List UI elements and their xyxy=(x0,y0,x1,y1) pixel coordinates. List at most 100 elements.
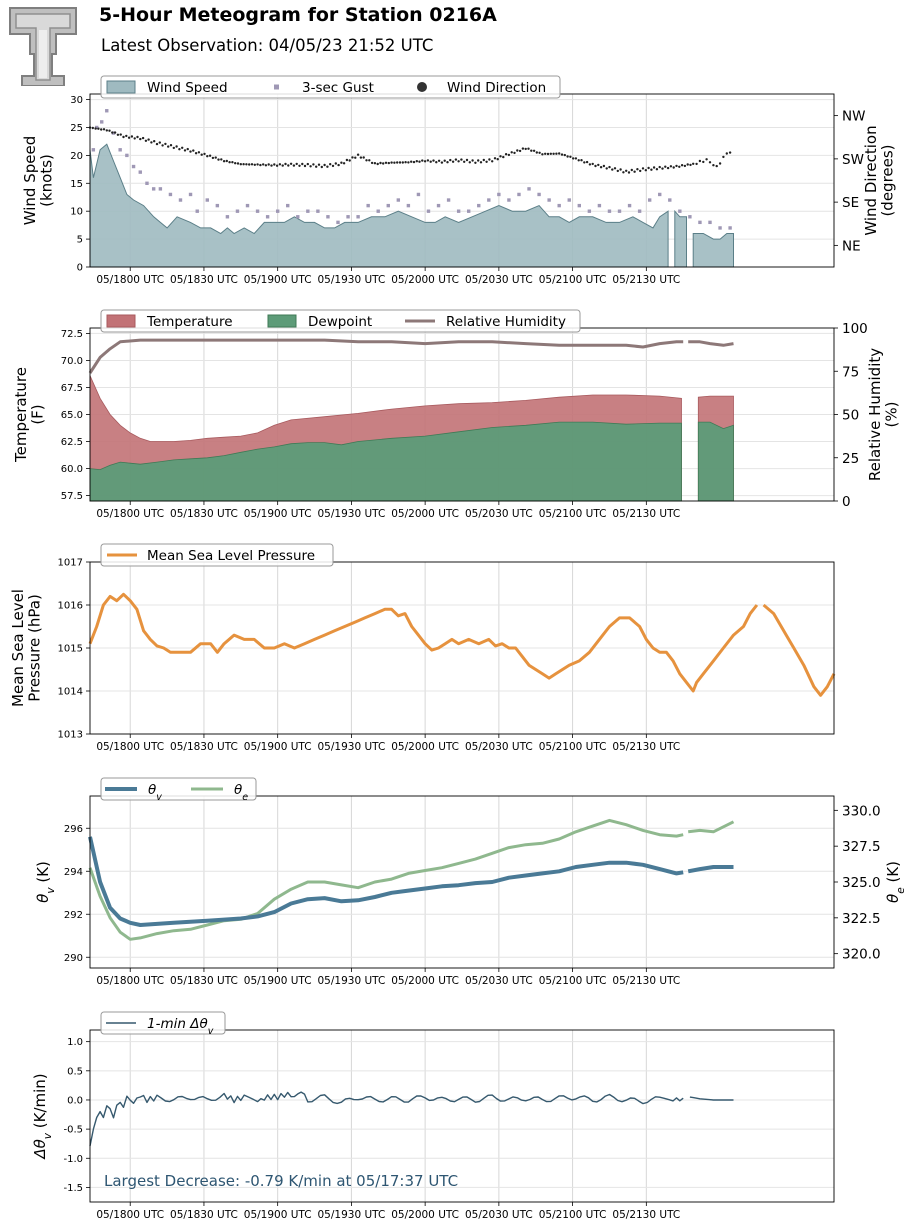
wind-direction-point xyxy=(572,157,575,160)
wind-direction-point xyxy=(546,152,550,156)
wind-direction-point xyxy=(273,163,276,166)
wind-direction-point xyxy=(471,159,474,162)
wind-direction-point xyxy=(222,160,226,163)
gust-point xyxy=(235,209,240,213)
wind-direction-point xyxy=(585,160,589,164)
gust-point xyxy=(178,198,183,202)
wind-direction-point xyxy=(446,161,449,164)
wind-direction-point xyxy=(379,161,382,165)
temperature-panel: 05/1800 UTC 05/1830 UTC 05/1900 UTC 05/1930… xyxy=(12,309,900,520)
wind-direction-point xyxy=(94,127,97,130)
wind-direction-point xyxy=(340,161,343,164)
wind-direction-point xyxy=(253,163,256,166)
wind-direction-point xyxy=(496,158,499,161)
axis-label: Mean Sea LevelPressure (hPa) xyxy=(9,589,44,707)
x-tick-label: 05/2030 UTC xyxy=(465,508,533,520)
gust-point xyxy=(296,215,300,219)
wind-direction-point xyxy=(231,161,234,164)
wind-direction-point xyxy=(622,171,625,174)
gust-point xyxy=(326,215,330,219)
gust-point xyxy=(587,209,592,213)
x-tick-label: 05/2030 UTC xyxy=(465,274,533,286)
gust-point xyxy=(396,198,401,202)
wind-direction-point xyxy=(334,162,337,165)
wind-direction-point xyxy=(666,166,670,170)
y-tick-label: 0.5 xyxy=(67,1066,83,1077)
gust-point xyxy=(265,215,270,219)
gust-point xyxy=(125,153,129,158)
wind-direction-point xyxy=(479,161,483,164)
gust-point xyxy=(698,220,702,225)
wind-direction-point xyxy=(423,160,427,163)
dtheta-panel: 05/1800 UTC 05/1830 UTC 05/1900 UTC 05/1930… xyxy=(31,1011,835,1221)
wind-direction-point xyxy=(178,148,181,151)
y-tick-label: 290 xyxy=(64,953,83,964)
wind-direction-point xyxy=(412,160,416,164)
gust-point xyxy=(111,131,116,135)
x-tick-label: 05/1900 UTC xyxy=(244,1209,312,1221)
y-tick-label: 30 xyxy=(70,95,83,106)
wind-direction-point xyxy=(639,169,642,173)
wind-direction-point xyxy=(616,169,619,173)
wind-direction-point xyxy=(421,159,424,162)
wind-direction-point xyxy=(161,144,164,147)
wind-direction-point xyxy=(262,163,265,166)
wind-direction-point xyxy=(295,162,298,166)
x-tick-label: 05/2000 UTC xyxy=(391,975,459,987)
wind-direction-point xyxy=(513,151,516,155)
wind-direction-point xyxy=(127,136,131,139)
y-tick-label: 0 xyxy=(77,263,83,274)
gust-point xyxy=(366,203,370,208)
wind-direction-point xyxy=(136,135,139,139)
axis-label: Wind Direction(degrees) xyxy=(862,125,897,235)
wind-direction-point xyxy=(342,162,346,165)
x-tick-label: 05/2130 UTC xyxy=(612,741,680,753)
wind-direction-point xyxy=(602,164,606,168)
pressure-line xyxy=(762,603,836,697)
wind-direction-point xyxy=(197,151,201,154)
theta-e-line xyxy=(688,820,735,834)
gust-point xyxy=(637,209,642,213)
wind-direction-point xyxy=(619,168,622,171)
wind-direction-point xyxy=(396,161,399,164)
wind-direction-point xyxy=(116,133,120,136)
wind-direction-point xyxy=(245,163,248,166)
gust-point xyxy=(145,181,149,185)
wind-direction-point xyxy=(432,159,435,162)
gust-point xyxy=(537,192,541,197)
x-tick-label: 05/2130 UTC xyxy=(612,1209,680,1221)
wind-direction-point xyxy=(460,158,463,161)
gust-point xyxy=(195,209,199,213)
gust-point xyxy=(426,209,431,213)
gust-point xyxy=(557,203,561,208)
wind-direction-point xyxy=(309,165,312,168)
wind-direction-point xyxy=(108,129,111,132)
wind-direction-point xyxy=(491,160,494,163)
wind-direction-point xyxy=(228,161,231,164)
gust-point xyxy=(567,198,571,202)
wind-direction-point xyxy=(669,165,673,168)
wind-direction-point xyxy=(97,127,100,130)
wind-direction-point xyxy=(250,163,254,166)
gust-point xyxy=(668,198,672,202)
wind-direction-point xyxy=(594,164,597,168)
y2-tick-label: 330.0 xyxy=(842,803,881,819)
gust-point xyxy=(467,209,471,213)
gust-point xyxy=(728,226,732,230)
wind-direction-point xyxy=(516,149,519,152)
y2-tick-label: 320.0 xyxy=(842,947,881,963)
wind-direction-point xyxy=(155,142,159,146)
wind-direction-point xyxy=(672,166,675,169)
y2-tick-label: 75 xyxy=(842,364,859,380)
wind-direction-point xyxy=(443,159,446,162)
gust-point xyxy=(158,187,163,191)
svg-text:Δθv (K/min): Δθv (K/min) xyxy=(31,1073,54,1159)
wind-direction-point xyxy=(521,147,525,150)
gust-point xyxy=(446,198,451,202)
gust-point xyxy=(386,203,390,208)
wind-direction-point xyxy=(329,163,332,166)
wind-direction-point xyxy=(415,160,418,163)
wind-direction-point xyxy=(111,131,114,134)
wind-direction-point xyxy=(150,141,153,144)
